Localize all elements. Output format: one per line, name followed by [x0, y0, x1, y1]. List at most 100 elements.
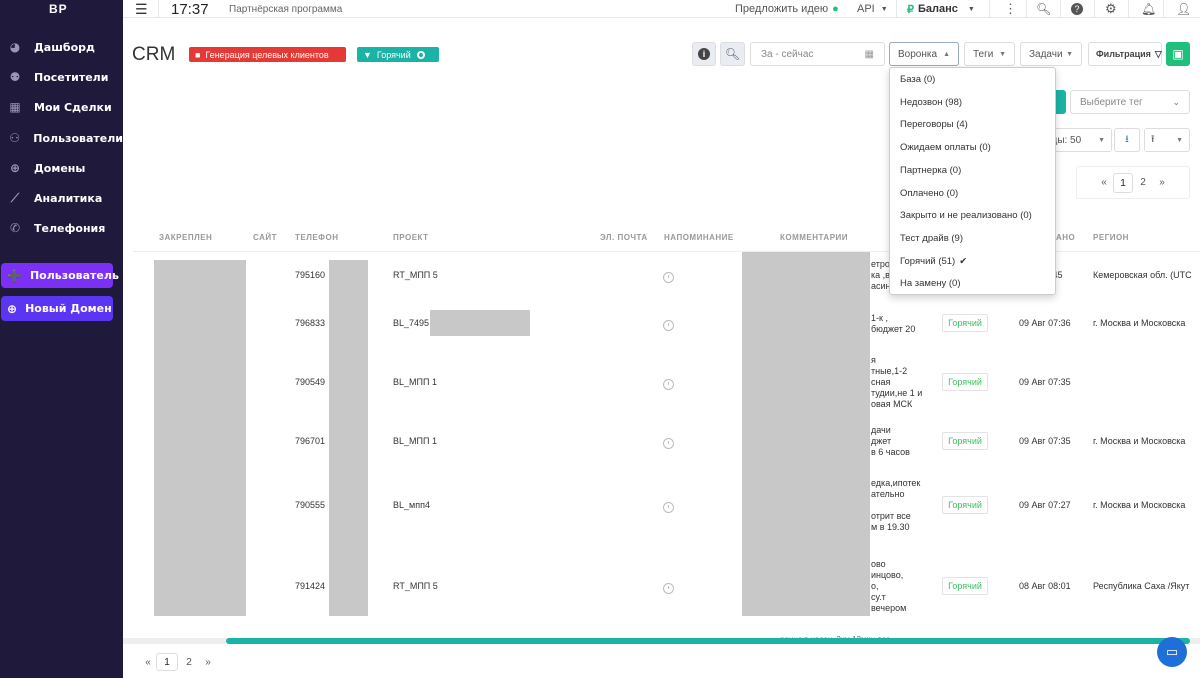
- tasks-select[interactable]: Задачи ▼: [1020, 42, 1082, 66]
- check-icon: ✔: [959, 255, 968, 267]
- calendar-add-button[interactable]: ▣: [1166, 42, 1190, 66]
- col-reminder[interactable]: НАПОМИНАНИЕ: [664, 233, 734, 242]
- col-site[interactable]: САЙТ: [253, 233, 277, 242]
- funnel-option[interactable]: Недозвон (98): [900, 97, 962, 108]
- import-icon: ⭳: [1125, 133, 1129, 145]
- help-icon[interactable]: ?: [1071, 0, 1083, 18]
- user-icon[interactable]: 👤︎: [1176, 2, 1192, 16]
- chevron-down-icon: ▼: [967, 5, 975, 13]
- funnel-option[interactable]: Тест драйв (9): [900, 233, 963, 244]
- funnel-option-label: База (0): [900, 74, 936, 85]
- funnel-option[interactable]: База (0): [900, 74, 935, 85]
- new-domain-button[interactable]: ⊕ Новый Домен: [1, 296, 113, 321]
- funnel-option[interactable]: На замену (0): [900, 278, 960, 289]
- redacted-pinned-column: [154, 260, 246, 616]
- comment-text: едка,ипотек: [871, 478, 921, 488]
- balance-menu[interactable]: ₽ Баланс ▼: [907, 0, 975, 18]
- chevron-down-icon: ⌄: [1172, 96, 1180, 107]
- more-vertical-icon[interactable]: ⋮: [1004, 1, 1017, 16]
- pagination-next[interactable]: »: [1159, 177, 1165, 188]
- sidebar-item-3[interactable]: ⚇ Пользователи: [0, 123, 123, 153]
- funnel-option-label: Тест драйв (9): [900, 232, 964, 244]
- funnel-option[interactable]: Переговоры (4): [900, 119, 968, 130]
- project-cell: BL_мпп4: [393, 500, 430, 510]
- col-pinned[interactable]: ЗАКРЕПЛЕН: [159, 233, 213, 242]
- redacted-project-cell: [430, 310, 530, 336]
- sidebar-item-5[interactable]: ⟋ Аналитика: [0, 183, 123, 213]
- horizontal-scrollbar-thumb[interactable]: [226, 638, 1190, 644]
- import-button[interactable]: ⭳: [1114, 128, 1140, 152]
- generation-tag[interactable]: ■ Генерация целевых клиентов: [189, 47, 346, 62]
- funnel-option[interactable]: Закрыто и не реализовано (0): [900, 210, 1032, 221]
- api-label: API: [857, 3, 875, 15]
- hot-tag-label: Горячий: [376, 49, 411, 60]
- chevron-down-icon: ▼: [999, 50, 1006, 58]
- deals-icon: ▦: [9, 100, 21, 114]
- col-comments[interactable]: КОММЕНТАРИИ: [780, 233, 849, 242]
- export-button[interactable]: ⭱ ▼: [1144, 128, 1190, 152]
- sidebar-item-1[interactable]: ⚉ Посетители: [0, 62, 123, 92]
- funnel-option[interactable]: Ожидаем оплаты (0): [900, 142, 991, 153]
- app-logo[interactable]: BP: [49, 2, 68, 16]
- pagination-page-1[interactable]: 1: [1113, 172, 1133, 193]
- reminder-clock-icon[interactable]: [663, 583, 674, 594]
- hot-filter-tag[interactable]: ▼ Горячий: [357, 47, 439, 62]
- funnel-option[interactable]: Горячий (51) ✔: [900, 256, 967, 267]
- gear-icon[interactable]: ⚙: [1105, 1, 1117, 16]
- sidebar-item-6[interactable]: ✆ Телефония: [0, 213, 123, 243]
- comment-text: я: [871, 355, 876, 365]
- status-badge: Горячий: [942, 432, 988, 450]
- calendar-icon: ▣: [1172, 47, 1184, 61]
- reminder-clock-icon[interactable]: [663, 438, 674, 449]
- comment-text: ательно: [871, 489, 905, 499]
- chat-icon[interactable]: ▭: [1157, 637, 1187, 667]
- sidebar-item-0[interactable]: ◕ Дашборд: [0, 32, 123, 62]
- per-page-label: ицы: 50: [1046, 134, 1082, 146]
- api-menu[interactable]: API ▼: [857, 0, 888, 18]
- col-region[interactable]: РЕГИОН: [1093, 233, 1129, 242]
- pagination-page-2[interactable]: 2: [186, 656, 192, 668]
- teal-button[interactable]: [1056, 90, 1066, 114]
- info-button[interactable]: i: [692, 42, 716, 66]
- comment-text: дачи: [871, 425, 891, 435]
- funnel-option[interactable]: Партнерка (0): [900, 165, 961, 176]
- reminder-clock-icon[interactable]: [663, 272, 674, 283]
- funnel-option-label: Горячий (51): [900, 255, 956, 267]
- phone-cell: 796701: [295, 436, 326, 446]
- comment-text: асин: [871, 281, 891, 291]
- comment-text: етро: [871, 259, 890, 269]
- funnel-select[interactable]: Воронка ▲: [889, 42, 959, 66]
- filter-button[interactable]: Фильтрация ▽: [1088, 42, 1162, 66]
- tags-select[interactable]: Теги ▼: [964, 42, 1015, 66]
- comment-text: сная: [871, 377, 891, 387]
- project-cell: RT_МПП 5: [393, 581, 438, 591]
- bell-icon[interactable]: 🔔︎: [1141, 2, 1157, 16]
- pagination-page-2[interactable]: 2: [1140, 177, 1146, 188]
- search-icon[interactable]: 🔍︎: [1036, 2, 1052, 16]
- funnel-option[interactable]: Оплачено (0): [900, 188, 958, 199]
- reminder-clock-icon[interactable]: [663, 320, 674, 331]
- pagination-bottom: « 1 2 »: [140, 653, 216, 671]
- users-icon: ⚇: [9, 131, 21, 145]
- sidebar-item-4[interactable]: ⊕ Домены: [0, 153, 123, 183]
- pagination-page-1[interactable]: 1: [156, 653, 178, 671]
- reminder-clock-icon[interactable]: [663, 502, 674, 513]
- col-phone[interactable]: ТЕЛЕФОН: [295, 233, 339, 242]
- pagination-next[interactable]: »: [205, 656, 211, 668]
- reminder-clock-icon[interactable]: [663, 379, 674, 390]
- select-tag-input[interactable]: Выберите тег ⌄: [1070, 90, 1190, 114]
- add-user-button[interactable]: ➕ Пользователь: [1, 263, 119, 288]
- remove-tag-icon[interactable]: [416, 50, 425, 59]
- col-date[interactable]: АНО: [1056, 233, 1076, 242]
- analytics-icon: ⟋: [10, 190, 20, 205]
- search-button[interactable]: 🔍︎: [720, 42, 745, 66]
- col-project[interactable]: ПРОЕКТ: [393, 233, 429, 242]
- funnel-select-label: Воронка: [898, 48, 938, 60]
- pagination-prev[interactable]: «: [145, 656, 151, 668]
- sidebar-item-2[interactable]: ▦ Мои Сделки: [0, 92, 123, 122]
- menu-toggle-icon[interactable]: ☰: [135, 0, 148, 17]
- col-email[interactable]: ЭЛ. ПОЧТА: [600, 233, 648, 242]
- pagination-prev[interactable]: «: [1101, 177, 1107, 188]
- suggest-idea-link[interactable]: Предложить идею ●: [735, 0, 839, 18]
- date-range-input[interactable]: За - сейчас ▦: [750, 42, 885, 66]
